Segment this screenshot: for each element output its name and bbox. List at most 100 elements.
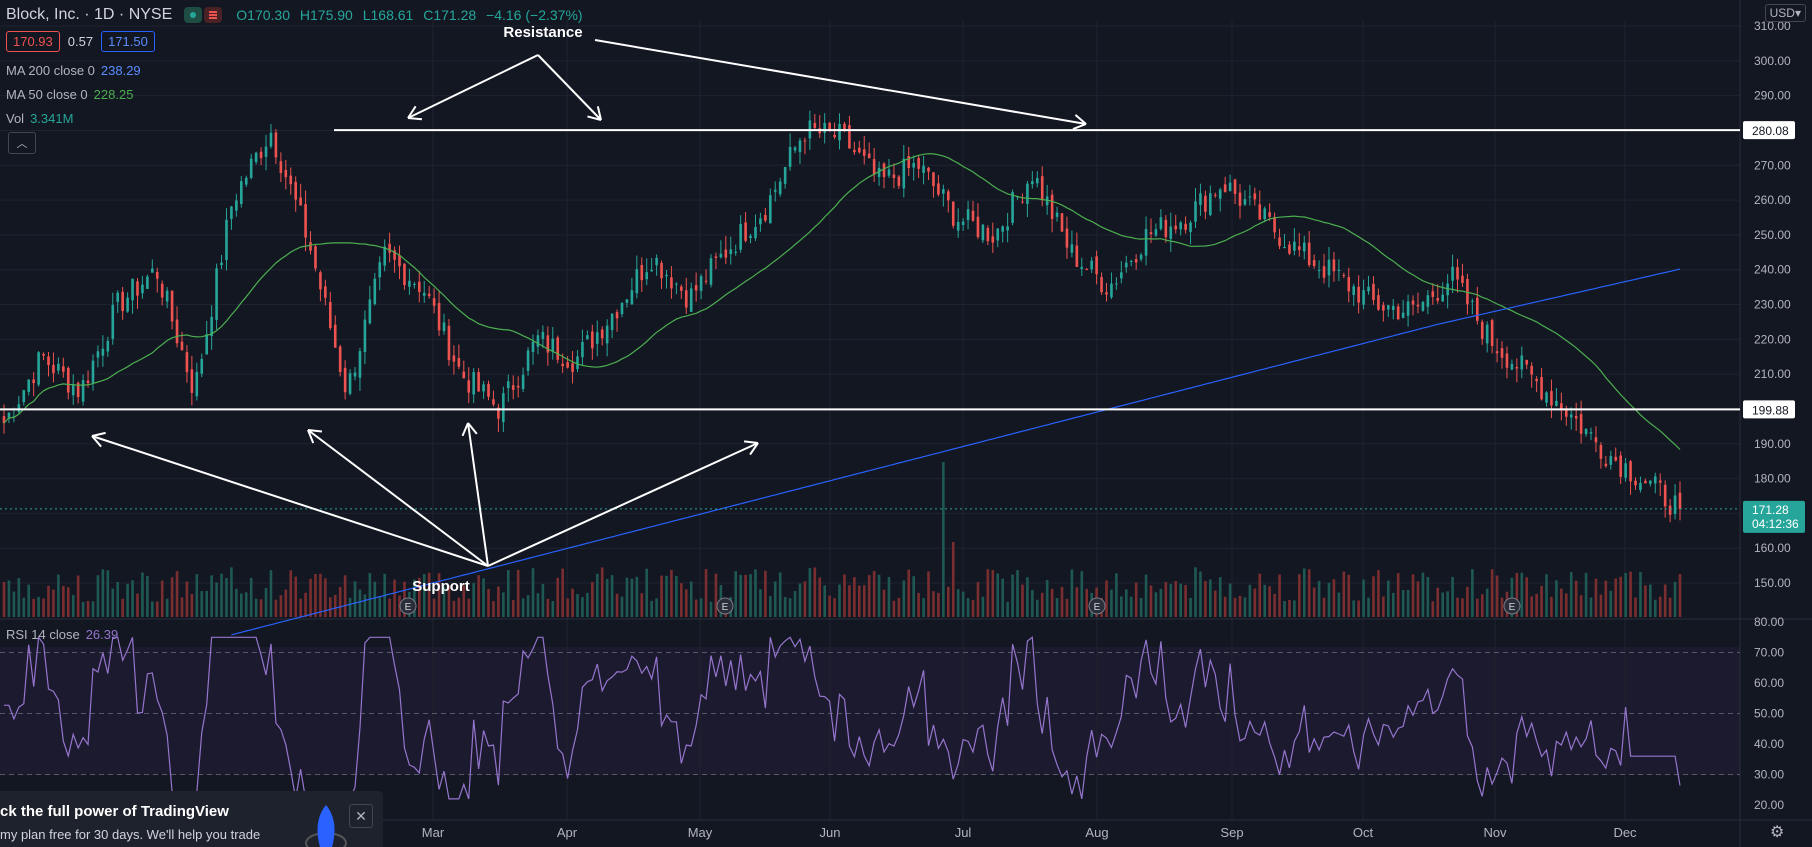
bid-price[interactable]: 170.93 <box>6 31 60 52</box>
candle-body <box>645 272 649 280</box>
candle-body <box>1085 268 1089 270</box>
price-tick-label: 310.00 <box>1754 19 1791 33</box>
volume-bar <box>1391 592 1395 617</box>
candle-body <box>1411 300 1415 305</box>
candle-body <box>1026 183 1029 205</box>
volume-bar <box>417 577 421 617</box>
volume-bar <box>778 572 782 617</box>
candle-body <box>91 360 95 384</box>
rsi-tick-label: 70.00 <box>1754 646 1784 660</box>
symbol-name[interactable]: Block, Inc. · 1D · NYSE <box>6 6 173 23</box>
settings-gear-icon[interactable]: ⚙ <box>1770 824 1785 841</box>
earnings-label: E <box>1094 602 1101 613</box>
candle-body <box>240 181 243 205</box>
volume-bar <box>1332 579 1336 617</box>
candle-body <box>937 183 940 195</box>
volume-bar <box>1411 574 1415 617</box>
volume-bar <box>966 598 970 617</box>
volume-bar <box>452 600 456 617</box>
price-tick-label: 180.00 <box>1754 472 1791 486</box>
volume-bar <box>1545 574 1548 617</box>
volume-bar <box>1120 596 1123 617</box>
promo-close-button[interactable]: ✕ <box>349 804 373 828</box>
candle-body <box>561 363 564 367</box>
time-tick-label: Jun <box>820 825 841 840</box>
candle-body <box>823 122 826 133</box>
time-axis[interactable]: Mar Apr May Jun Jul Aug Sep Oct Nov Dec <box>422 825 1637 840</box>
candle-body <box>833 134 836 138</box>
candle-body <box>200 358 204 374</box>
volume-bar <box>536 593 540 617</box>
volume-bar <box>551 601 555 617</box>
volume-bar <box>1678 574 1682 617</box>
arrowhead <box>407 105 417 119</box>
ma200-legend[interactable]: MA 200 close 0 238.29 <box>6 63 141 78</box>
volume-bar <box>1431 601 1435 617</box>
candle-body <box>1124 262 1128 268</box>
ma50-line <box>3 153 1681 450</box>
candle-body <box>1387 305 1390 310</box>
volume-bar <box>912 576 915 617</box>
volume-bar <box>210 575 213 617</box>
candle-body <box>1342 275 1346 277</box>
price-tick-label: 230.00 <box>1754 298 1791 312</box>
candle-body <box>1569 414 1573 418</box>
interval: 1D <box>94 6 115 23</box>
candle-body <box>363 319 367 353</box>
volume-bar <box>1031 589 1034 617</box>
earnings-marker: E <box>716 597 734 615</box>
volume-bar <box>858 585 861 617</box>
volume-bar <box>1164 582 1168 617</box>
price-axis[interactable]: 310.00300.00290.00280.00270.00260.00250.… <box>1743 19 1805 812</box>
candle-body <box>146 276 149 289</box>
candle-body <box>244 177 248 185</box>
candle-body <box>37 352 40 385</box>
volume-bar <box>689 581 693 617</box>
candle-body <box>610 313 614 331</box>
volume-bar <box>160 580 164 617</box>
rsi-legend[interactable]: RSI 14 close 26.39 <box>6 627 118 642</box>
candle-body <box>516 385 520 388</box>
volume-legend[interactable]: Vol 3.341M <box>6 111 73 126</box>
candle-body <box>615 312 619 319</box>
candle-body <box>477 372 480 392</box>
volume-bar <box>783 596 787 617</box>
arrowhead <box>587 115 602 121</box>
change-value: −4.16 (−2.37%) <box>486 7 583 23</box>
ma50-label: MA 50 close 0 <box>6 87 88 102</box>
candle-body <box>22 390 26 403</box>
earnings-label: E <box>722 602 729 613</box>
candle-body <box>1139 254 1143 260</box>
ma50-legend[interactable]: MA 50 close 0 228.25 <box>6 87 133 102</box>
candle-body <box>1475 297 1479 321</box>
indicator-menu-icon[interactable] <box>204 7 223 23</box>
candle-body <box>220 262 223 266</box>
volume-bar <box>660 575 663 617</box>
candle-body <box>81 380 85 402</box>
candle-body <box>976 216 980 238</box>
candle-body <box>417 281 421 292</box>
candle-body <box>1362 290 1365 305</box>
volume-bar <box>472 582 475 617</box>
candle-body <box>1639 482 1642 490</box>
candle-body <box>709 258 713 285</box>
arrowhead <box>461 422 469 437</box>
candle-body <box>86 380 90 384</box>
volume-bar <box>1149 585 1153 617</box>
ask-price[interactable]: 171.50 <box>101 31 155 52</box>
candle-body <box>981 224 985 241</box>
collapse-legend-button[interactable]: ︿ <box>8 132 36 154</box>
volume-bar <box>1070 569 1074 617</box>
candle-body <box>1564 408 1568 417</box>
candle-body <box>1441 294 1444 302</box>
candle-body <box>1248 196 1252 198</box>
volume-bar <box>1209 579 1212 617</box>
price-tick-label: 190.00 <box>1754 437 1791 451</box>
currency-selector[interactable]: USD▾ <box>1764 4 1806 22</box>
annotation-arrow <box>537 54 602 121</box>
volume-bar <box>1382 596 1385 617</box>
candle-body <box>373 278 377 304</box>
volume-bar <box>1006 601 1009 617</box>
volume-bar <box>1535 593 1538 617</box>
